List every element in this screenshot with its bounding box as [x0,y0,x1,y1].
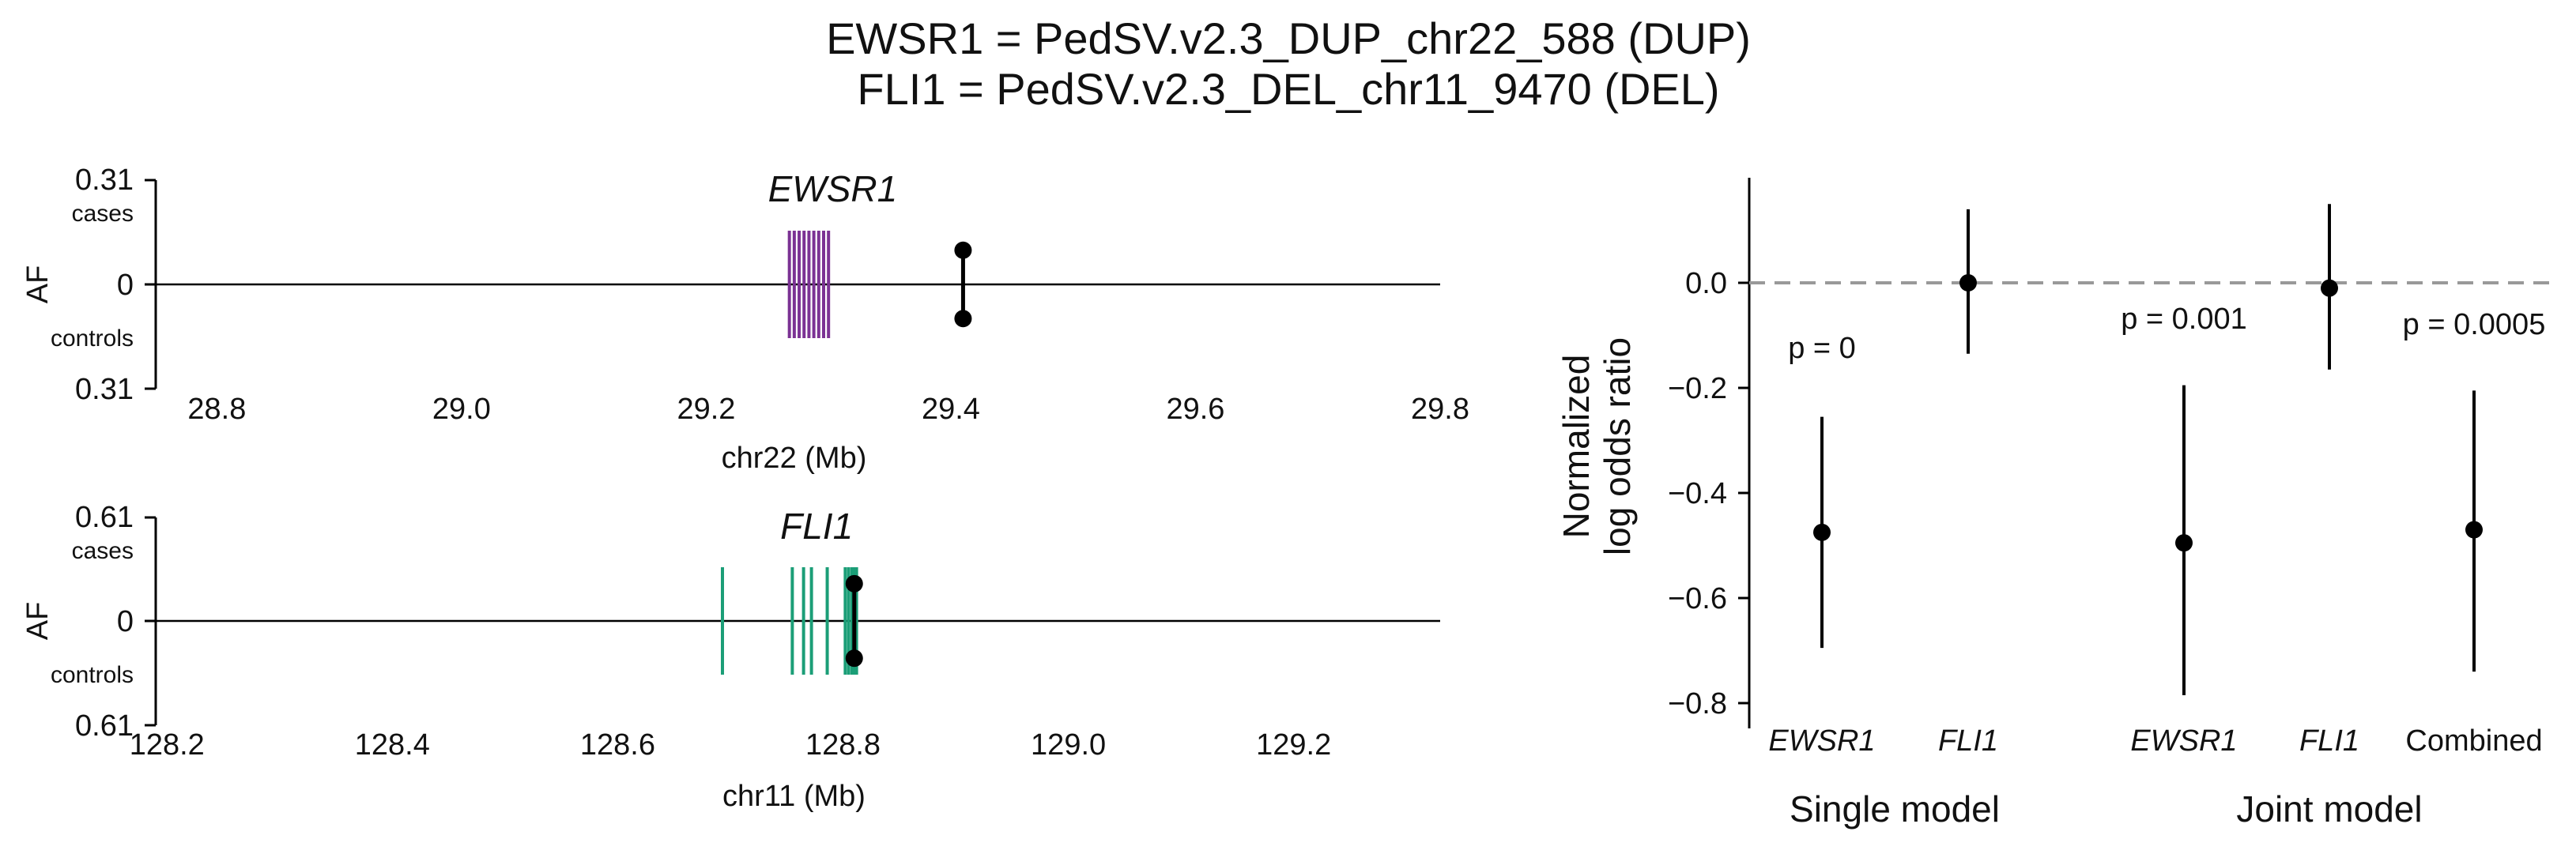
x-tick-label: 29.8 [1411,393,1469,426]
x-tick-label: 128.4 [355,728,430,762]
variant-control-point [845,649,863,668]
p-value-label: p = 0.001 [2121,303,2247,336]
y-label-controls: controls [51,662,134,688]
x-tick-label: 128.8 [805,728,881,762]
x-tick-label: 28.8 [187,393,246,426]
y-tick-label: −0.8 [1668,687,1727,720]
y-tick-label: −0.4 [1668,477,1727,510]
x-tick-label: FLI1 [1938,724,1998,758]
x-tick-label: Combined [2405,724,2542,758]
estimate-point [1813,523,1831,541]
figure-title-line-2: FLI1 = PedSV.v2.3_DEL_chr11_9470 (DEL) [857,64,1719,114]
y-axis-label-line: Normalized [1556,355,1597,539]
y-tick-label-zero: 0 [117,269,134,302]
estimate-point [1959,274,1977,292]
x-tick-label: EWSR1 [1768,724,1875,758]
x-tick-label: 129.0 [1031,728,1106,762]
y-tick-label: −0.6 [1668,582,1727,615]
group-label-joint: Joint model [2236,788,2422,830]
y-label-controls: controls [51,325,134,352]
y-axis-label: AF [21,602,55,641]
x-tick-label: 29.0 [432,393,491,426]
variant-case-point [845,574,863,593]
x-tick-label: 29.4 [922,393,980,426]
estimate-point [2465,521,2483,539]
y-tick-label: −0.2 [1668,372,1727,405]
estimate-point [2175,534,2193,552]
y-tick-label-top: 0.61 [75,501,134,534]
group-label-single: Single model [1790,788,2000,830]
x-tick-label: 129.2 [1256,728,1331,762]
x-tick-label: 29.2 [677,393,735,426]
estimate-point [2321,279,2338,297]
p-value-label: p = 0 [1788,332,1856,365]
odds-ratio-panel: 0.0 −0.2 −0.4 −0.6 −0.8 Normalized log odds ra… [1556,178,2549,830]
y-tick-label-top: 0.31 [75,164,134,197]
x-tick-label: EWSR1 [2130,724,2237,758]
y-tick-label-bottom: 0.31 [75,373,134,406]
figure-title-line-1: EWSR1 = PedSV.v2.3_DUP_chr22_588 (DUP) [826,13,1751,63]
x-tick-label: FLI1 [2299,724,2359,758]
variant-case-point [954,241,972,259]
x-tick-label: 29.6 [1166,393,1224,426]
p-value-label: p = 0.0005 [2403,308,2546,341]
y-axis-label-line: log odds ratio [1597,337,1638,555]
y-label-cases: cases [72,538,134,564]
panels: 0.31 0 0.31 cases controls AF 28.8 29.0 29.2 29.4… [21,164,2549,830]
x-tick-label: 128.6 [580,728,655,762]
y-tick-label-zero: 0 [117,605,134,638]
y-tick-label-bottom: 0.61 [75,709,134,743]
y-label-cases: cases [72,201,134,227]
variant-control-point [954,310,972,328]
y-tick-label: 0.0 [1685,267,1727,300]
locus-panel-1: 0.31 0 0.31 cases controls AF 28.8 29.0 29.2 29.4… [21,164,1469,475]
y-axis-label: AF [21,265,55,304]
locus-panel-2: 0.61 0 0.61 cases controls AF 128.2 128.4 128.6 1… [21,501,1440,813]
gene-label: EWSR1 [768,168,898,209]
x-axis-label: chr11 (Mb) [722,780,866,813]
x-tick-label: 128.2 [130,728,205,762]
x-axis-label: chr22 (Mb) [722,442,867,475]
gene-label: FLI1 [780,506,853,547]
